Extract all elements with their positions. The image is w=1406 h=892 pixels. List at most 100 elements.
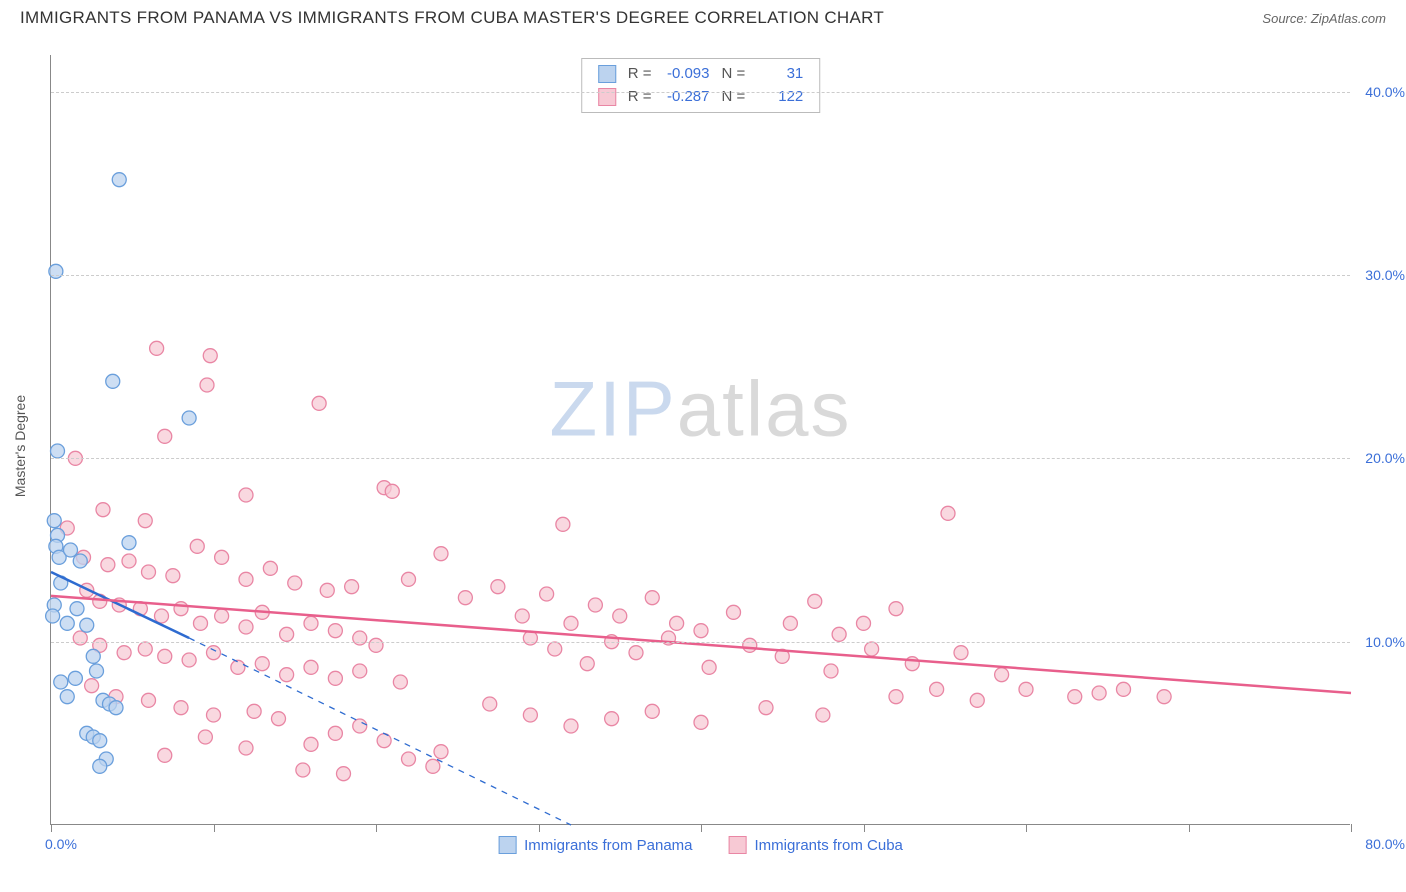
scatter-point-cuba bbox=[96, 503, 110, 517]
scatter-point-cuba bbox=[328, 671, 342, 685]
scatter-point-cuba bbox=[694, 624, 708, 638]
scatter-point-cuba bbox=[85, 679, 99, 693]
scatter-point-cuba bbox=[304, 737, 318, 751]
scatter-point-cuba bbox=[743, 638, 757, 652]
source-credit: Source: ZipAtlas.com bbox=[1262, 11, 1386, 26]
scatter-point-cuba bbox=[304, 616, 318, 630]
scatter-point-cuba bbox=[954, 646, 968, 660]
scatter-point-cuba bbox=[280, 627, 294, 641]
scatter-point-cuba bbox=[312, 396, 326, 410]
scatter-point-cuba bbox=[304, 660, 318, 674]
scatter-point-cuba bbox=[727, 605, 741, 619]
scatter-point-cuba bbox=[158, 649, 172, 663]
scatter-point-cuba bbox=[353, 664, 367, 678]
scatter-point-cuba bbox=[247, 704, 261, 718]
y-tick-label: 40.0% bbox=[1365, 84, 1405, 100]
scatter-point-panama bbox=[112, 173, 126, 187]
scatter-point-cuba bbox=[970, 693, 984, 707]
y-tick-label: 20.0% bbox=[1365, 450, 1405, 466]
scatter-point-cuba bbox=[402, 572, 416, 586]
scatter-point-cuba bbox=[174, 602, 188, 616]
scatter-point-cuba bbox=[288, 576, 302, 590]
legend-swatch-cuba bbox=[729, 836, 747, 854]
scatter-point-cuba bbox=[138, 642, 152, 656]
legend-item-cuba: Immigrants from Cuba bbox=[729, 836, 903, 854]
scatter-point-panama bbox=[90, 664, 104, 678]
scatter-point-panama bbox=[47, 514, 61, 528]
scatter-point-cuba bbox=[377, 734, 391, 748]
scatter-point-cuba bbox=[320, 583, 334, 597]
scatter-point-cuba bbox=[670, 616, 684, 630]
scatter-point-cuba bbox=[1019, 682, 1033, 696]
scatter-point-cuba bbox=[865, 642, 879, 656]
scatter-point-cuba bbox=[73, 631, 87, 645]
scatter-point-cuba bbox=[1092, 686, 1106, 700]
y-tick-label: 10.0% bbox=[1365, 634, 1405, 650]
scatter-point-panama bbox=[182, 411, 196, 425]
scatter-point-cuba bbox=[207, 708, 221, 722]
scatter-point-cuba bbox=[194, 616, 208, 630]
trend-line-dashed-panama bbox=[189, 638, 571, 825]
gridline-h bbox=[51, 458, 1350, 459]
scatter-point-cuba bbox=[995, 668, 1009, 682]
bottom-legend: Immigrants from Panama Immigrants from C… bbox=[498, 836, 903, 854]
scatter-point-panama bbox=[60, 690, 74, 704]
scatter-point-panama bbox=[51, 444, 65, 458]
scatter-point-cuba bbox=[158, 429, 172, 443]
scatter-point-cuba bbox=[1117, 682, 1131, 696]
scatter-point-cuba bbox=[182, 653, 196, 667]
gridline-h bbox=[51, 642, 1350, 643]
scatter-point-panama bbox=[54, 675, 68, 689]
scatter-point-cuba bbox=[272, 712, 286, 726]
scatter-point-cuba bbox=[393, 675, 407, 689]
scatter-point-cuba bbox=[150, 341, 164, 355]
scatter-point-cuba bbox=[759, 701, 773, 715]
x-tick bbox=[1026, 824, 1027, 832]
scatter-point-cuba bbox=[369, 638, 383, 652]
scatter-point-cuba bbox=[580, 657, 594, 671]
scatter-point-cuba bbox=[200, 378, 214, 392]
scatter-point-cuba bbox=[941, 506, 955, 520]
scatter-point-cuba bbox=[353, 719, 367, 733]
scatter-point-cuba bbox=[613, 609, 627, 623]
scatter-point-cuba bbox=[702, 660, 716, 674]
chart-header: IMMIGRANTS FROM PANAMA VS IMMIGRANTS FRO… bbox=[0, 0, 1406, 32]
scatter-point-cuba bbox=[816, 708, 830, 722]
scatter-point-cuba bbox=[889, 602, 903, 616]
gridline-h bbox=[51, 275, 1350, 276]
scatter-point-cuba bbox=[824, 664, 838, 678]
scatter-point-cuba bbox=[857, 616, 871, 630]
scatter-svg bbox=[51, 55, 1350, 824]
scatter-point-cuba bbox=[1068, 690, 1082, 704]
scatter-point-cuba bbox=[207, 646, 221, 660]
scatter-point-cuba bbox=[138, 514, 152, 528]
scatter-point-cuba bbox=[215, 609, 229, 623]
scatter-point-cuba bbox=[263, 561, 277, 575]
scatter-point-cuba bbox=[198, 730, 212, 744]
scatter-point-cuba bbox=[783, 616, 797, 630]
trend-line-cuba bbox=[51, 596, 1351, 693]
scatter-point-cuba bbox=[174, 701, 188, 715]
scatter-point-panama bbox=[109, 701, 123, 715]
scatter-point-cuba bbox=[426, 759, 440, 773]
scatter-point-cuba bbox=[158, 748, 172, 762]
scatter-point-cuba bbox=[515, 609, 529, 623]
scatter-point-cuba bbox=[491, 580, 505, 594]
legend-label-panama: Immigrants from Panama bbox=[524, 837, 692, 854]
scatter-point-cuba bbox=[142, 693, 156, 707]
scatter-point-panama bbox=[93, 734, 107, 748]
y-axis-title: Master's Degree bbox=[12, 395, 28, 497]
scatter-point-cuba bbox=[239, 572, 253, 586]
scatter-point-panama bbox=[60, 616, 74, 630]
scatter-point-cuba bbox=[458, 591, 472, 605]
scatter-point-cuba bbox=[588, 598, 602, 612]
scatter-point-cuba bbox=[142, 565, 156, 579]
scatter-point-panama bbox=[68, 671, 82, 685]
scatter-point-cuba bbox=[694, 715, 708, 729]
scatter-point-cuba bbox=[629, 646, 643, 660]
scatter-point-panama bbox=[64, 543, 78, 557]
scatter-point-cuba bbox=[434, 745, 448, 759]
y-tick-label: 30.0% bbox=[1365, 267, 1405, 283]
scatter-point-panama bbox=[73, 554, 87, 568]
scatter-point-cuba bbox=[155, 609, 169, 623]
